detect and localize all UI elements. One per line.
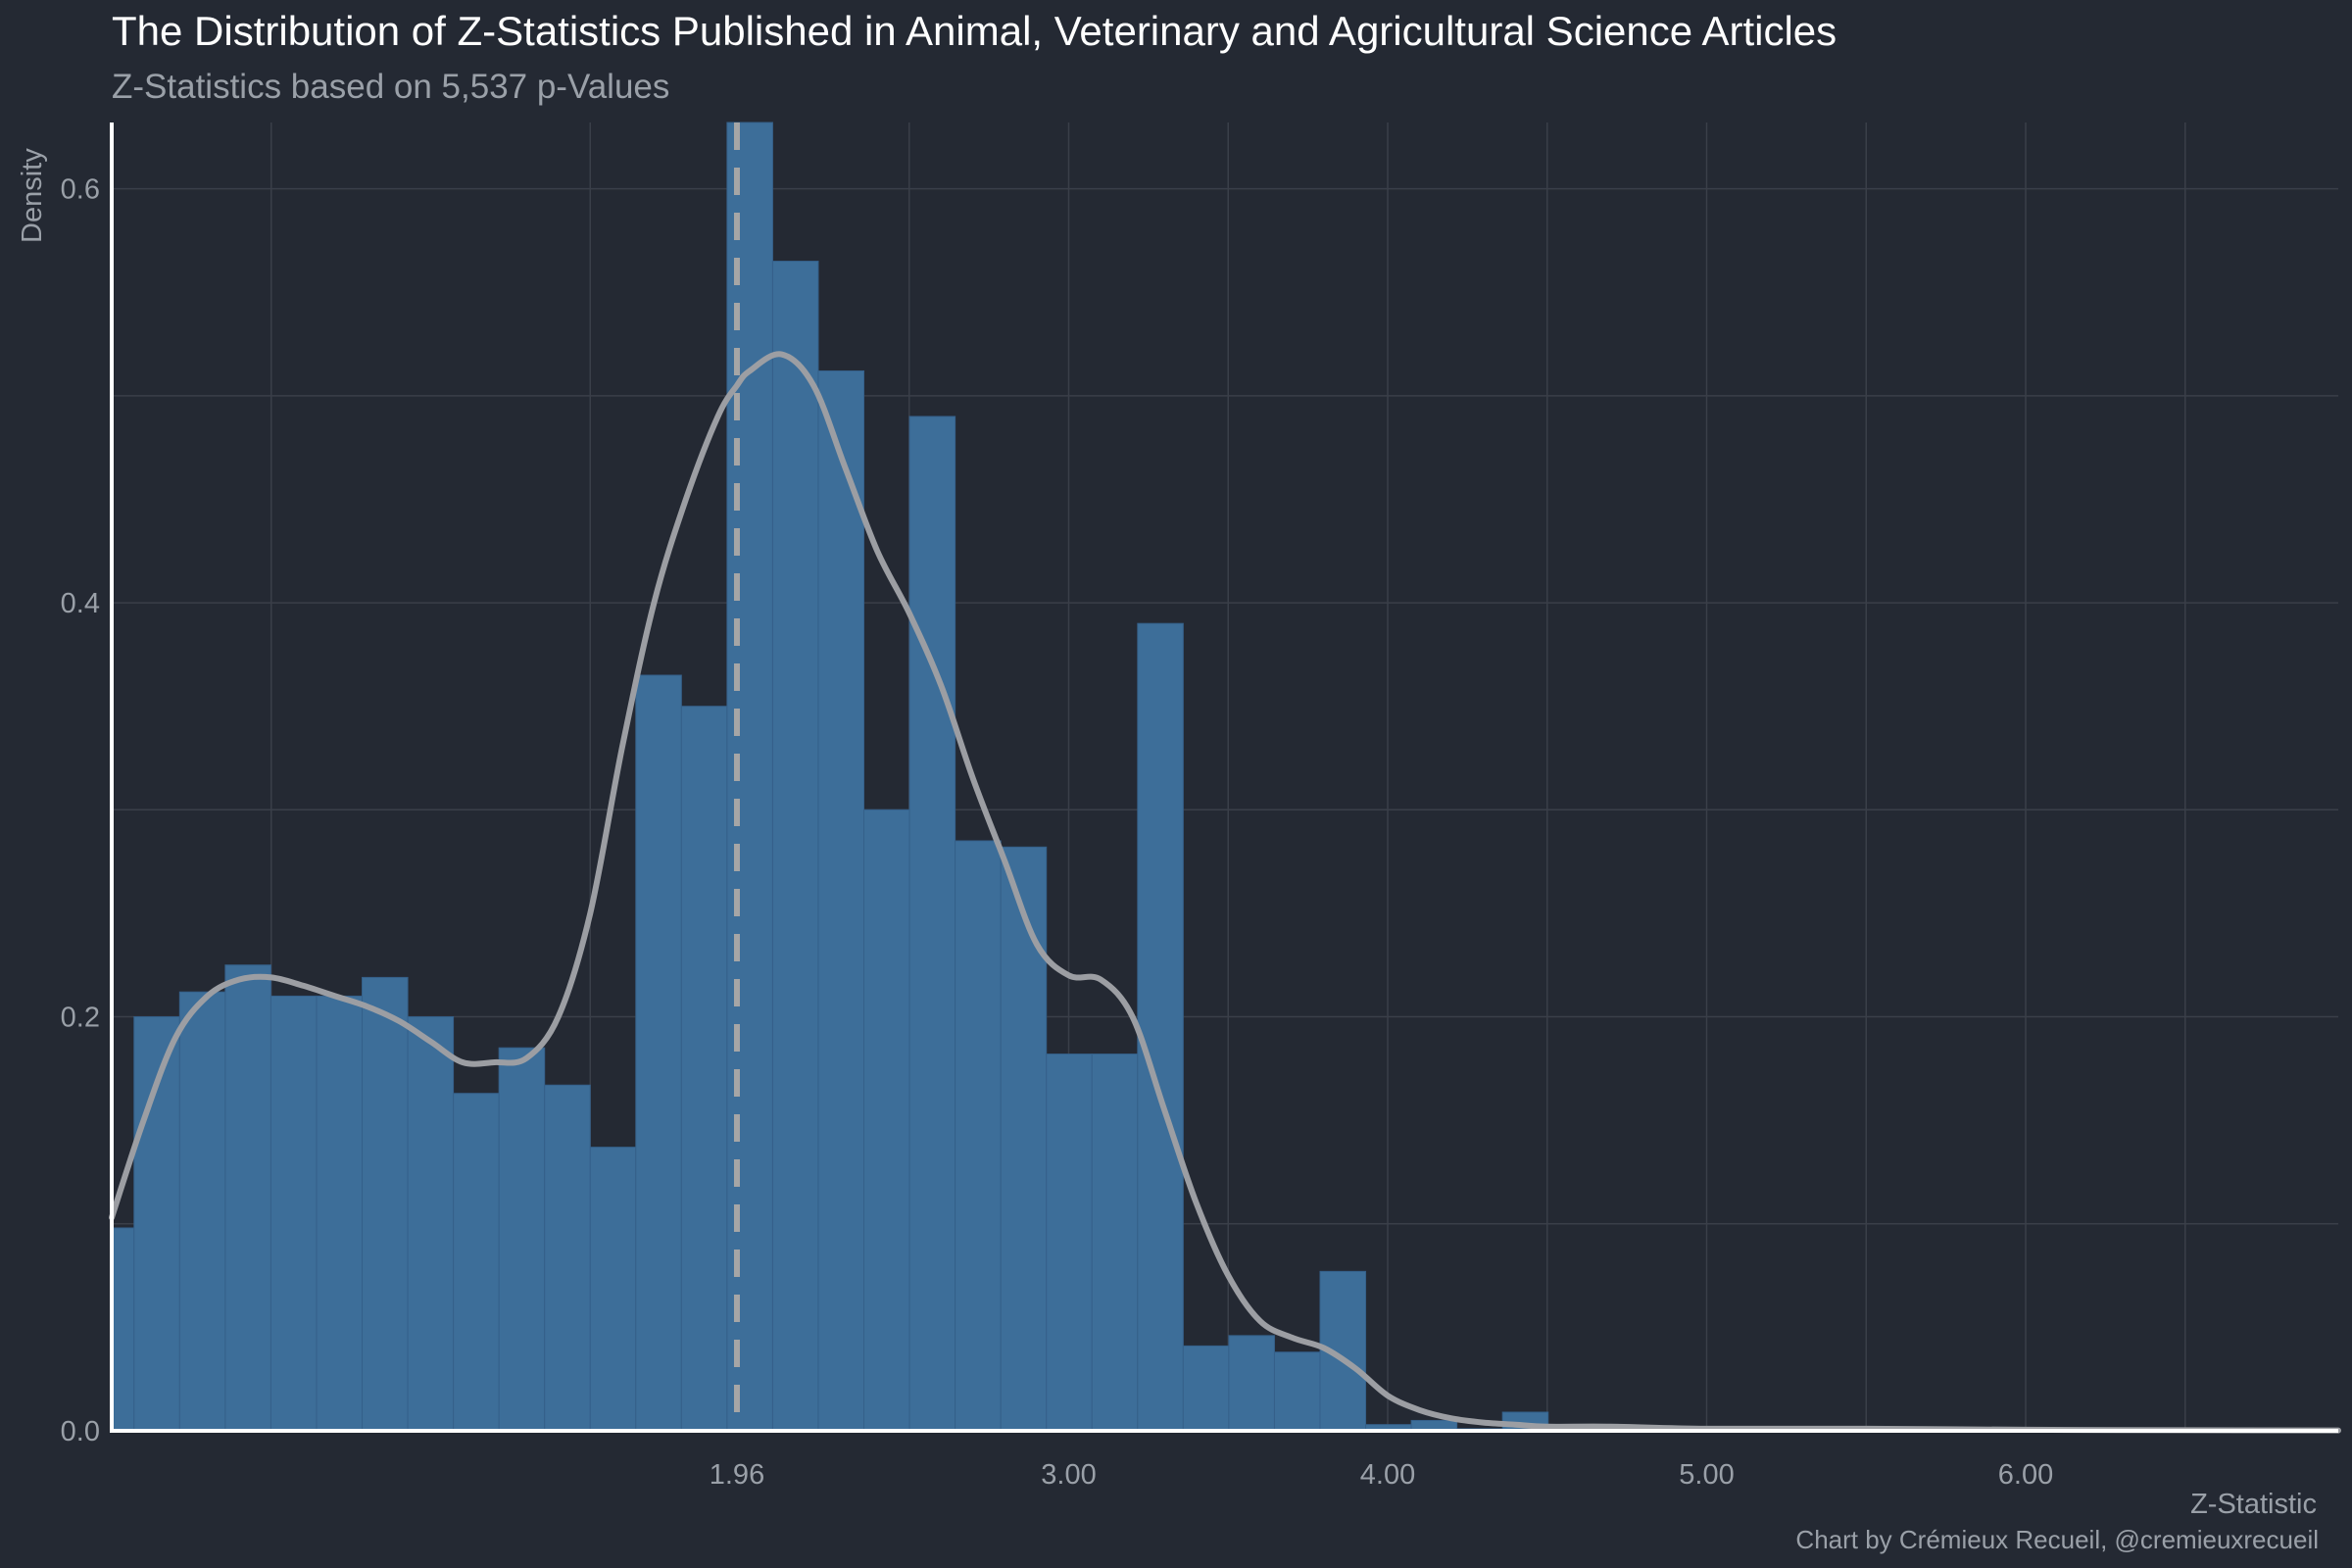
histogram-bar-5	[316, 995, 364, 1432]
chart-title: The Distribution of Z-Statistics Publish…	[112, 8, 1837, 54]
tick-labels: 1.96 3.00 4.00 5.00 6.00 0.0 0.2 0.4 0.6	[61, 174, 2054, 1491]
histogram-bar-12	[635, 674, 682, 1432]
y-tick-label-2: 0.4	[61, 588, 100, 619]
histogram-bar-19	[955, 840, 1002, 1432]
histogram-bar-11	[589, 1147, 637, 1432]
y-axis-label: Density	[17, 148, 48, 243]
gridlines	[112, 122, 2338, 1432]
y-tick-label-1: 0.2	[61, 1003, 100, 1034]
x-tick-label-0: 1.96	[710, 1459, 764, 1491]
histogram-bar-22	[1091, 1054, 1139, 1432]
x-tick-label-3: 5.00	[1679, 1459, 1734, 1491]
histogram-bar-4	[270, 995, 318, 1432]
histogram-bar-14	[726, 122, 773, 1432]
y-tick-label-0: 0.0	[61, 1416, 100, 1447]
axes	[110, 122, 2338, 1433]
histogram-bar-24	[1182, 1345, 1230, 1432]
density-curve-group	[109, 351, 2341, 1434]
histogram-bar-20	[1000, 846, 1048, 1432]
x-axis-label: Z-Statistic	[2190, 1489, 2317, 1520]
histogram-bar-16	[817, 369, 865, 1432]
histogram-bar-18	[908, 416, 956, 1432]
histogram-bar-13	[680, 706, 728, 1432]
chart-caption: Chart by Crémieux Recueil, @cremieuxrecu…	[1795, 1525, 2319, 1554]
histogram-bar-15	[771, 261, 819, 1432]
histogram-bar-25	[1228, 1335, 1275, 1432]
x-tick-label-4: 6.00	[1998, 1459, 2053, 1491]
histogram-bar-21	[1046, 1054, 1093, 1432]
histogram-bar-10	[544, 1084, 591, 1432]
histogram-bars	[111, 122, 1594, 1432]
x-tick-label-2: 4.00	[1360, 1459, 1415, 1491]
y-tick-label-3: 0.6	[61, 174, 100, 206]
histogram-bar-23	[1137, 622, 1184, 1432]
density-curve	[109, 351, 2341, 1434]
histogram-bar-2	[178, 991, 226, 1432]
x-tick-label-1: 3.00	[1041, 1459, 1096, 1491]
histogram-bar-8	[453, 1093, 500, 1432]
histogram-bar-0	[111, 1227, 135, 1432]
histogram-bar-6	[362, 976, 409, 1432]
histogram-bar-17	[863, 808, 910, 1432]
histogram-bar-7	[407, 1016, 455, 1432]
histogram-bar-26	[1273, 1351, 1321, 1432]
histogram-bar-3	[224, 964, 271, 1432]
chart-subtitle: Z-Statistics based on 5,537 p-Values	[112, 68, 669, 106]
histogram-bar-9	[498, 1047, 546, 1432]
